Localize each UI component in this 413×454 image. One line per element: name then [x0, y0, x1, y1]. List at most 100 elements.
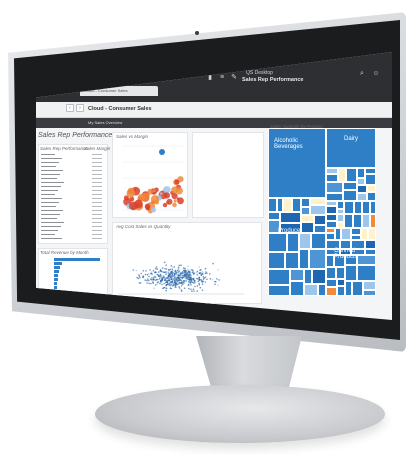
treemap-cell[interactable]	[326, 174, 338, 183]
treemap-cell[interactable]	[326, 278, 337, 287]
treemap-cell[interactable]	[300, 222, 315, 234]
treemap-cell[interactable]	[308, 248, 326, 269]
treemap-cell[interactable]	[339, 249, 352, 255]
treemap-cell[interactable]	[362, 290, 376, 296]
treemap-cell[interactable]	[342, 182, 358, 191]
treemap-cell[interactable]	[357, 185, 367, 194]
treemap-cell[interactable]	[351, 235, 362, 241]
treemap-cell[interactable]	[341, 228, 352, 240]
treemap-cell[interactable]	[287, 233, 299, 252]
scatter-point[interactable]	[173, 199, 177, 203]
treemap-cell[interactable]	[326, 286, 337, 296]
scatter-point[interactable]	[147, 188, 154, 195]
treemap-cell[interactable]	[337, 168, 347, 183]
treemap-cell[interactable]	[361, 200, 371, 215]
forward-icon[interactable]: ›	[76, 104, 84, 112]
treemap-cell[interactable]	[352, 214, 362, 228]
treemap-cell[interactable]	[268, 220, 280, 234]
treemap-cell[interactable]	[279, 222, 301, 234]
treemap-cell[interactable]	[326, 128, 376, 168]
search-icon[interactable]: ⌕	[360, 70, 364, 77]
edit-icon[interactable]: ✎	[231, 74, 237, 81]
treemap-cell[interactable]	[361, 228, 369, 241]
treemap-cell[interactable]	[314, 224, 326, 234]
treemap-cell[interactable]	[368, 228, 376, 241]
treemap-cell[interactable]	[326, 221, 337, 228]
scatter-point[interactable]	[176, 197, 180, 200]
treemap-cell[interactable]	[344, 265, 358, 281]
treemap-cell[interactable]	[336, 266, 345, 279]
treemap-cell[interactable]	[336, 222, 345, 228]
treemap-cell[interactable]	[326, 193, 343, 201]
treemap-cell[interactable]	[268, 233, 288, 252]
tab-cloud-consumer-sales[interactable]: Cloud - Consumer Sales	[80, 86, 158, 96]
treemap-cell[interactable]	[351, 240, 366, 249]
scatter-point[interactable]	[172, 202, 177, 208]
treemap-cell[interactable]	[268, 251, 285, 269]
treemap-cell[interactable]	[326, 239, 340, 249]
scatter-point[interactable]	[159, 192, 163, 195]
treemap-cell[interactable]	[366, 185, 376, 193]
treemap-cell[interactable]	[342, 190, 358, 201]
treemap-cell[interactable]	[335, 228, 342, 240]
scatter-point[interactable]	[171, 186, 179, 194]
treemap-cell[interactable]	[344, 280, 352, 296]
treemap-cell[interactable]	[298, 248, 309, 269]
treemap-cell[interactable]	[351, 228, 362, 236]
treemap-cell[interactable]	[357, 178, 366, 186]
scatter-point[interactable]	[171, 192, 178, 200]
back-icon[interactable]: ‹	[66, 104, 74, 112]
treemap-cell[interactable]	[339, 239, 352, 250]
treemap-cell[interactable]	[366, 192, 376, 201]
treemap-cell[interactable]	[326, 254, 334, 267]
treemap-cell[interactable]	[300, 215, 315, 223]
scatter-point[interactable]	[141, 192, 150, 202]
scatter-point[interactable]	[159, 149, 165, 155]
treemap-cell[interactable]	[357, 254, 376, 265]
scatter-point[interactable]	[133, 188, 137, 192]
treemap-cell[interactable]	[336, 278, 345, 286]
treemap-cell[interactable]	[311, 233, 326, 249]
treemap-cell[interactable]	[337, 200, 345, 209]
scatter-point[interactable]	[129, 201, 138, 211]
user-icon[interactable]: ☺	[372, 70, 380, 77]
scatter-point[interactable]	[166, 198, 173, 205]
scatter-point[interactable]	[129, 196, 135, 202]
treemap-cell[interactable]	[326, 228, 336, 233]
scatter-point[interactable]	[154, 199, 159, 205]
treemap-cell[interactable]	[326, 168, 338, 174]
treemap-cell[interactable]	[317, 284, 326, 296]
treemap-cell[interactable]	[333, 254, 345, 267]
treemap-cell[interactable]	[326, 266, 337, 279]
treemap-cell[interactable]	[291, 198, 301, 213]
treemap-cell[interactable]	[268, 212, 280, 221]
bookmark-icon[interactable]: ▮	[208, 74, 212, 81]
treemap-cell[interactable]	[351, 280, 363, 296]
menu-icon[interactable]: ≡	[219, 74, 225, 81]
treemap-cell[interactable]	[326, 200, 338, 206]
treemap-cell[interactable]	[268, 285, 290, 296]
treemap-cell[interactable]	[304, 268, 312, 285]
scatter-point[interactable]	[126, 188, 135, 198]
treemap-cell[interactable]	[346, 168, 358, 183]
treemap-cell[interactable]	[361, 214, 370, 228]
treemap-cell[interactable]	[326, 182, 343, 194]
treemap-cell[interactable]	[344, 254, 358, 266]
treemap-cell[interactable]	[369, 214, 376, 228]
treemap-cell[interactable]	[298, 233, 312, 249]
treemap-cell[interactable]	[310, 198, 326, 205]
scatter-point[interactable]	[163, 192, 170, 199]
treemap-cell[interactable]	[268, 128, 326, 198]
treemap-cell[interactable]	[326, 248, 340, 255]
treemap-cell[interactable]	[351, 248, 366, 255]
treemap-cell[interactable]	[365, 168, 376, 175]
treemap-cell[interactable]	[268, 268, 290, 286]
treemap-cell[interactable]	[337, 208, 345, 214]
treemap-cell[interactable]	[354, 200, 362, 215]
treemap-cell[interactable]	[336, 213, 345, 223]
scatter-point[interactable]	[163, 186, 171, 194]
scatter-point[interactable]	[162, 202, 168, 208]
treemap-cell[interactable]	[365, 174, 376, 186]
treemap-cell[interactable]	[365, 240, 376, 249]
treemap-cell[interactable]	[336, 285, 345, 296]
